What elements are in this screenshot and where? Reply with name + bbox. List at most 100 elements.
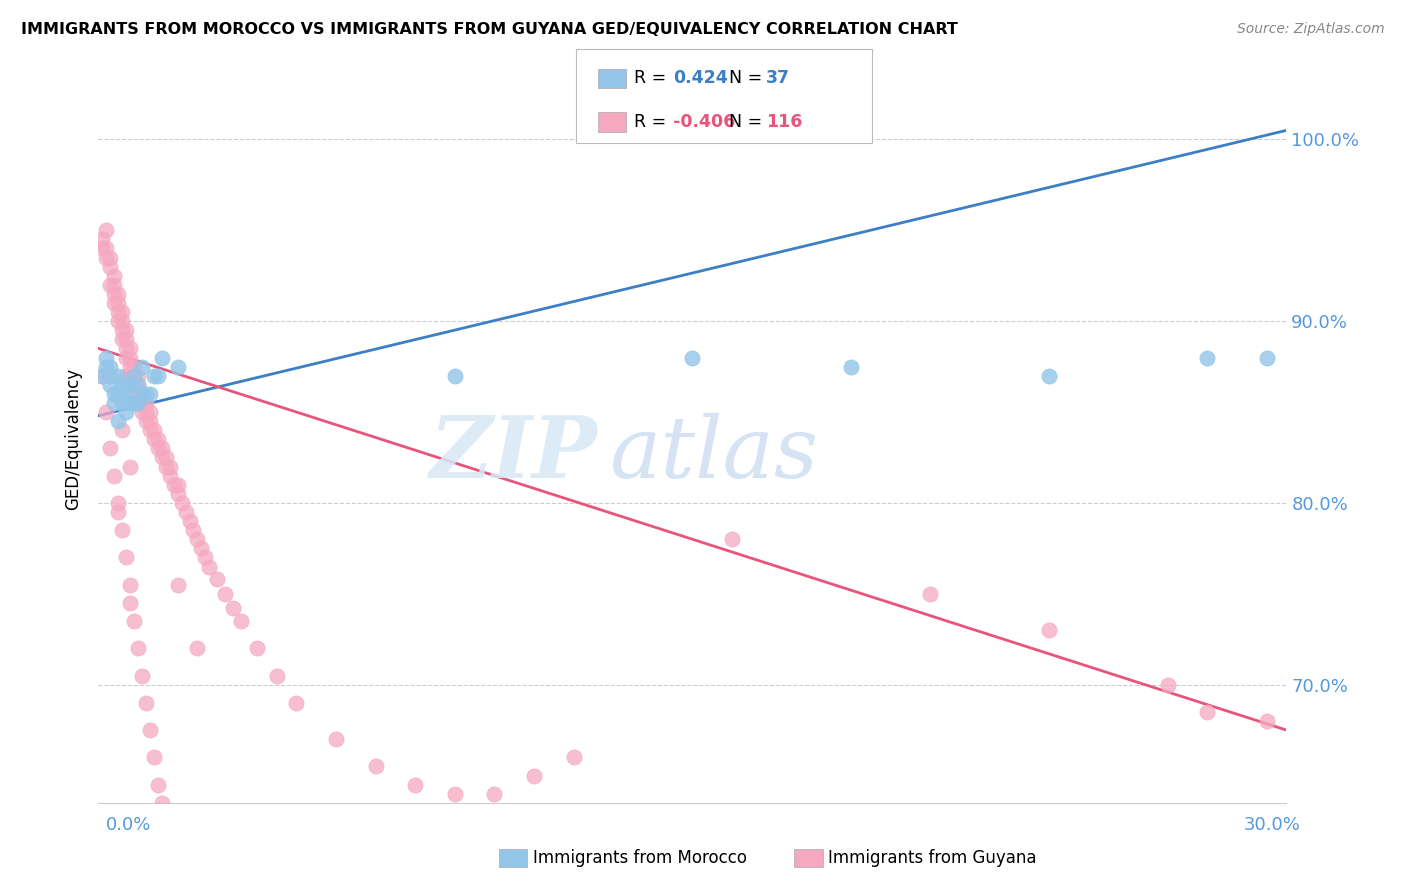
Point — [444, 787, 467, 801]
Text: N =: N = — [718, 113, 768, 131]
Point — [142, 750, 165, 764]
Text: 116: 116 — [766, 113, 803, 131]
Point — [839, 359, 862, 374]
Point — [91, 232, 114, 246]
Point — [111, 314, 134, 328]
Point — [91, 368, 114, 383]
Point — [120, 459, 142, 474]
Point — [146, 442, 169, 456]
Point — [229, 614, 252, 628]
Point — [115, 387, 138, 401]
Point — [111, 332, 134, 346]
Point — [484, 787, 506, 801]
Point — [111, 377, 134, 392]
Point — [186, 641, 208, 656]
Point — [183, 523, 205, 537]
Text: 0.0%: 0.0% — [105, 816, 150, 834]
Point — [127, 641, 149, 656]
Point — [150, 442, 173, 456]
Point — [103, 468, 125, 483]
Point — [127, 368, 149, 383]
Point — [107, 496, 129, 510]
Point — [122, 359, 145, 374]
Point — [155, 814, 177, 828]
Point — [103, 268, 125, 283]
Point — [111, 323, 134, 337]
Y-axis label: GED/Equivalency: GED/Equivalency — [65, 368, 83, 510]
Point — [139, 414, 162, 428]
Point — [166, 487, 188, 501]
Text: 30.0%: 30.0% — [1244, 816, 1301, 834]
Point — [96, 359, 118, 374]
Point — [103, 396, 125, 410]
Point — [150, 450, 173, 465]
Point — [120, 596, 142, 610]
Point — [98, 359, 121, 374]
Point — [681, 351, 703, 365]
Point — [721, 533, 744, 547]
Point — [155, 450, 177, 465]
Point — [115, 323, 138, 337]
Point — [285, 696, 308, 710]
Point — [107, 368, 129, 383]
Point — [91, 368, 114, 383]
Point — [127, 396, 149, 410]
Text: IMMIGRANTS FROM MOROCCO VS IMMIGRANTS FROM GUYANA GED/EQUIVALENCY CORRELATION CH: IMMIGRANTS FROM MOROCCO VS IMMIGRANTS FR… — [21, 22, 957, 37]
Point — [98, 251, 121, 265]
Point — [222, 601, 245, 615]
Text: atlas: atlas — [609, 412, 818, 495]
Point — [146, 432, 169, 446]
Point — [139, 405, 162, 419]
Point — [1038, 368, 1060, 383]
Point — [131, 405, 153, 419]
Point — [1256, 714, 1278, 728]
Point — [122, 396, 145, 410]
Point — [146, 368, 169, 383]
Point — [444, 368, 467, 383]
Point — [135, 696, 157, 710]
Point — [120, 368, 142, 383]
Point — [127, 377, 149, 392]
Point — [139, 387, 162, 401]
Text: R =: R = — [634, 113, 672, 131]
Point — [131, 359, 153, 374]
Point — [120, 377, 142, 392]
Point — [115, 550, 138, 565]
Point — [98, 377, 121, 392]
Point — [115, 332, 138, 346]
Point — [96, 405, 118, 419]
Point — [96, 223, 118, 237]
Point — [205, 572, 228, 586]
Point — [150, 351, 173, 365]
Point — [122, 614, 145, 628]
Point — [142, 432, 165, 446]
Point — [920, 587, 942, 601]
Point — [146, 778, 169, 792]
Point — [155, 459, 177, 474]
Point — [107, 305, 129, 319]
Point — [194, 550, 217, 565]
Text: Immigrants from Morocco: Immigrants from Morocco — [533, 849, 747, 867]
Point — [186, 533, 208, 547]
Point — [120, 396, 142, 410]
Point — [135, 414, 157, 428]
Point — [115, 405, 138, 419]
Point — [103, 387, 125, 401]
Point — [111, 305, 134, 319]
Point — [142, 423, 165, 437]
Point — [166, 477, 188, 491]
Point — [96, 351, 118, 365]
Point — [131, 387, 153, 401]
Point — [127, 396, 149, 410]
Point — [115, 351, 138, 365]
Text: -0.406: -0.406 — [673, 113, 735, 131]
Point — [111, 523, 134, 537]
Point — [159, 468, 181, 483]
Text: 37: 37 — [766, 70, 790, 87]
Point — [1197, 351, 1219, 365]
Point — [107, 414, 129, 428]
Point — [120, 342, 142, 356]
Point — [120, 351, 142, 365]
Point — [166, 359, 188, 374]
Point — [523, 768, 546, 782]
